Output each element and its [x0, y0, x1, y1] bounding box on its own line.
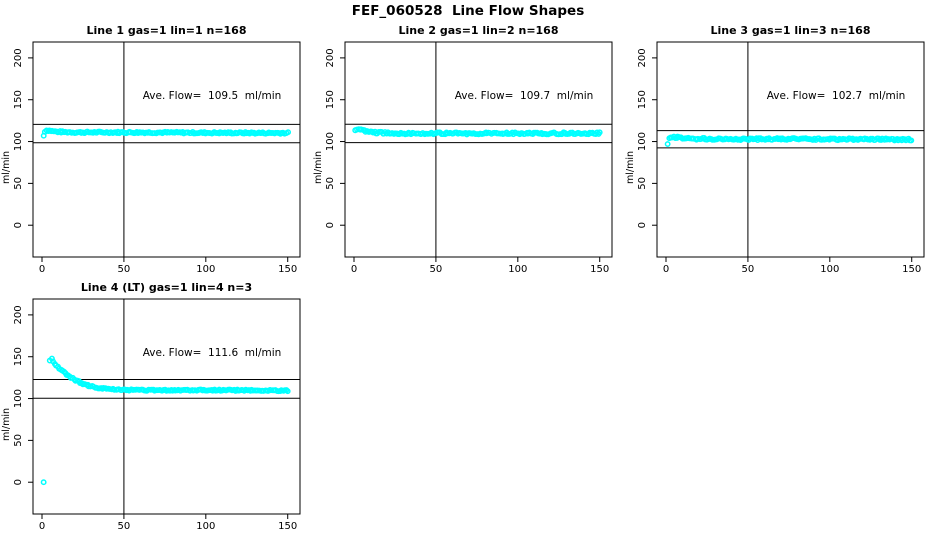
y-tick-label: 100: [13, 389, 24, 408]
y-axis-label: ml/min: [625, 151, 636, 184]
x-tick-label: 50: [742, 264, 755, 275]
plot-box: [344, 41, 613, 258]
x-tick-label: 150: [902, 264, 921, 275]
data-point: [596, 129, 603, 136]
y-tick-label: 200: [13, 305, 24, 324]
x-tick-label: 0: [663, 264, 669, 275]
panel-title-line1: Line 1 gas=1 lin=1 n=168: [86, 24, 246, 37]
ave-flow-annotation: Ave. Flow= 109.5 ml/min: [143, 90, 282, 102]
ave-flow-annotation: Ave. Flow= 102.7 ml/min: [767, 90, 906, 102]
y-axis-label: ml/min: [1, 151, 12, 184]
panel-line4: Line 4 (LT) gas=1 lin=4 n=3 0 50 100 150 0 50 1…: [1, 281, 301, 532]
page-title: FEF_060528 Line Flow Shapes: [351, 3, 585, 19]
y-tick-label: 200: [13, 48, 24, 67]
y-tick-label: 50: [637, 177, 648, 190]
x-tick-label: 150: [278, 264, 297, 275]
data-points: [40, 355, 291, 486]
outlier-point: [664, 141, 671, 148]
panel-title-line3: Line 3 gas=1 lin=3 n=168: [710, 24, 870, 37]
outlier-point: [40, 479, 47, 486]
data-point: [908, 137, 915, 144]
y-tick-label: 200: [325, 48, 336, 67]
x-tick-label: 150: [278, 521, 297, 532]
y-axis-label: ml/min: [1, 408, 12, 441]
x-tick-label: 100: [820, 264, 839, 275]
y-tick-label: 0: [637, 222, 648, 228]
x-tick-label: 100: [196, 521, 215, 532]
y-tick-label: 50: [13, 177, 24, 190]
y-tick-label: 0: [13, 479, 24, 485]
x-tick-label: 100: [508, 264, 527, 275]
x-tick-label: 50: [118, 521, 131, 532]
data-point: [48, 355, 55, 362]
y-tick-label: 150: [13, 347, 24, 366]
y-tick-label: 50: [325, 177, 336, 190]
data-point: [284, 388, 291, 395]
y-tick-label: 150: [13, 90, 24, 109]
y-tick-label: 200: [637, 48, 648, 67]
plot-box: [656, 41, 925, 258]
plot-box: [32, 298, 301, 515]
y-tick-label: 150: [637, 90, 648, 109]
data-points: [40, 127, 292, 139]
panel-title-line4: Line 4 (LT) gas=1 lin=4 n=3: [81, 281, 252, 294]
x-tick-label: 50: [118, 264, 131, 275]
x-tick-label: 0: [39, 521, 45, 532]
y-tick-label: 100: [637, 132, 648, 151]
panel-line2: Line 2 gas=1 lin=2 n=168 0 50 100 150 0 50 100 1…: [313, 24, 613, 275]
data-points: [664, 133, 915, 148]
x-tick-label: 150: [590, 264, 609, 275]
panel-line3: Line 3 gas=1 lin=3 n=168 0 50 100 150 0 50 100 1…: [625, 24, 925, 275]
y-axis-label: ml/min: [313, 151, 324, 184]
y-tick-label: 100: [13, 132, 24, 151]
ave-flow-annotation: Ave. Flow= 111.6 ml/min: [143, 347, 282, 359]
data-points: [352, 126, 603, 138]
x-tick-label: 50: [430, 264, 443, 275]
plot-box: [32, 41, 301, 258]
y-tick-label: 150: [325, 90, 336, 109]
panel-title-line2: Line 2 gas=1 lin=2 n=168: [398, 24, 558, 37]
y-tick-label: 0: [325, 222, 336, 228]
x-tick-label: 0: [39, 264, 45, 275]
x-tick-label: 0: [351, 264, 357, 275]
y-tick-label: 50: [13, 434, 24, 447]
y-tick-label: 0: [13, 222, 24, 228]
panel-line1: Line 1 gas=1 lin=1 n=168 0 50 100 150 0 50 100 1…: [1, 24, 301, 275]
ave-flow-annotation: Ave. Flow= 109.7 ml/min: [455, 90, 594, 102]
x-tick-label: 100: [196, 264, 215, 275]
data-point: [285, 129, 292, 136]
y-tick-label: 100: [325, 132, 336, 151]
